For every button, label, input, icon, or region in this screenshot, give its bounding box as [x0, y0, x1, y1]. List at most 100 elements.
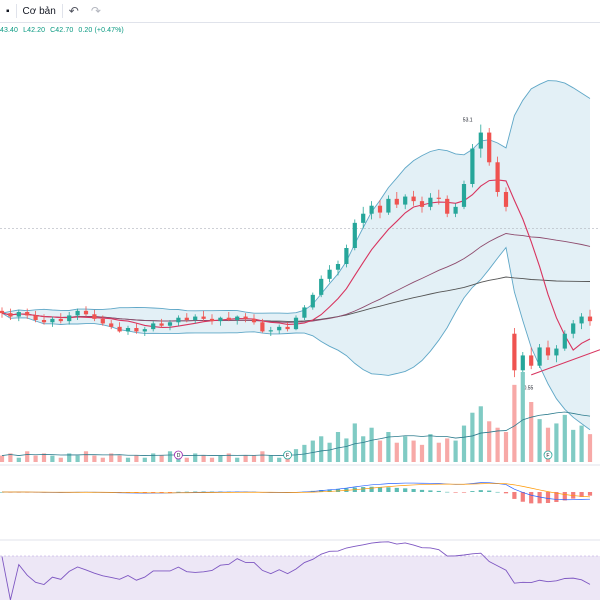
volume-bar [545, 427, 551, 462]
macd-histogram-bar [579, 492, 584, 497]
volume-bar [419, 444, 425, 462]
macd-histogram-bar [176, 491, 181, 493]
candle-body [142, 329, 147, 332]
volume-bar [554, 423, 559, 462]
macd-histogram-bar [436, 490, 441, 492]
volume-bar [226, 453, 231, 462]
volume-bar [33, 455, 38, 462]
toolbar-divider [15, 4, 17, 18]
chart-type-icon[interactable]: ▪ [6, 5, 10, 17]
volume-bar [537, 419, 542, 462]
bollinger-lower-line [1, 246, 591, 431]
candle-body [117, 326, 122, 332]
candle-body [235, 316, 240, 320]
event-marker [283, 450, 293, 460]
candle-body [159, 323, 164, 326]
candle-body [587, 316, 593, 322]
macd-histogram-bar [377, 487, 383, 492]
volume-bar [562, 414, 567, 462]
candle-body [310, 294, 315, 308]
candle-body [394, 198, 399, 205]
volume-bar [470, 412, 475, 462]
macd-histogram-bar [470, 491, 475, 492]
volume-bar [58, 457, 63, 462]
event-marker-label: D [177, 453, 181, 459]
candle-body [302, 307, 307, 318]
rsi-line [1, 541, 591, 600]
volume-bar [529, 402, 534, 462]
candle-body [512, 333, 517, 371]
candle-body [125, 328, 131, 332]
macd-histogram-bar [335, 488, 341, 492]
volume-bar [310, 440, 315, 462]
candle-body [503, 192, 509, 207]
volume-bar [243, 455, 248, 462]
volume-bar [512, 384, 517, 462]
candle-body [201, 316, 206, 319]
volume-bar [67, 453, 72, 462]
volume-bar [302, 444, 307, 462]
macd-histogram-bar [386, 487, 391, 492]
candle-body [436, 197, 441, 199]
volume-bar [487, 421, 492, 462]
candle-body [537, 347, 542, 366]
volume-bar [344, 438, 349, 462]
macd-histogram-bar [512, 492, 517, 499]
candle-body [419, 201, 425, 207]
candle-body [109, 323, 114, 327]
event-marker-label: F [286, 453, 289, 459]
candle-body [151, 323, 156, 330]
legend-close: C42.70 [50, 27, 74, 34]
candle-body [377, 205, 383, 213]
rsi-band [0, 556, 600, 600]
volume-bar [251, 455, 257, 462]
candle-body [529, 355, 534, 366]
candle-body [411, 196, 416, 202]
candle-body [184, 317, 189, 320]
candle-body [50, 318, 55, 323]
macd-histogram-bar [394, 487, 399, 492]
volume-bar [436, 442, 441, 462]
macd-histogram-bar [453, 492, 458, 493]
candle-body [403, 196, 408, 205]
macd-histogram-bar [184, 491, 189, 493]
volume-bar [235, 457, 240, 462]
volume-bar [100, 457, 105, 462]
volume-bar [579, 425, 584, 462]
candle-body [193, 316, 198, 320]
volume-bar [41, 453, 47, 462]
macd-histogram-bar [167, 492, 173, 493]
candle-body [92, 314, 97, 319]
volume-bar [411, 440, 416, 462]
candle-body [453, 206, 458, 214]
volume-bar [478, 406, 483, 462]
macd-histogram-bar [520, 492, 525, 502]
volume-bar [125, 457, 131, 462]
basic-mode-button[interactable]: Cơ bản [22, 5, 56, 17]
volume-bar [201, 455, 206, 462]
candle-body [268, 330, 273, 332]
macd-histogram-bar [587, 492, 593, 496]
redo-icon[interactable]: ↷ [90, 4, 101, 18]
volume-bar [293, 449, 299, 462]
candle-body [277, 326, 282, 331]
volume-bar [75, 455, 80, 462]
candle-body [335, 264, 341, 270]
candle-body [470, 148, 475, 184]
volume-bar [461, 425, 467, 462]
candle-body [445, 198, 450, 214]
candle-body [75, 310, 80, 316]
top-toolbar: ▪ Cơ bản ↶ ↷ [0, 0, 600, 23]
candle-body [327, 269, 332, 279]
volume-bar [327, 442, 332, 462]
candle-body [562, 333, 567, 349]
undo-icon[interactable]: ↶ [68, 4, 79, 18]
ohlc-legend: 43.40 L42.20 C42.70 0.20 (+0.47%) [0, 27, 127, 34]
volume-bar [184, 457, 189, 462]
legend-change: 0.20 (+0.47%) [78, 27, 124, 34]
volume-bar [369, 427, 374, 462]
candle-body [487, 132, 492, 163]
event-marker [543, 450, 553, 460]
candle-body [319, 278, 324, 295]
